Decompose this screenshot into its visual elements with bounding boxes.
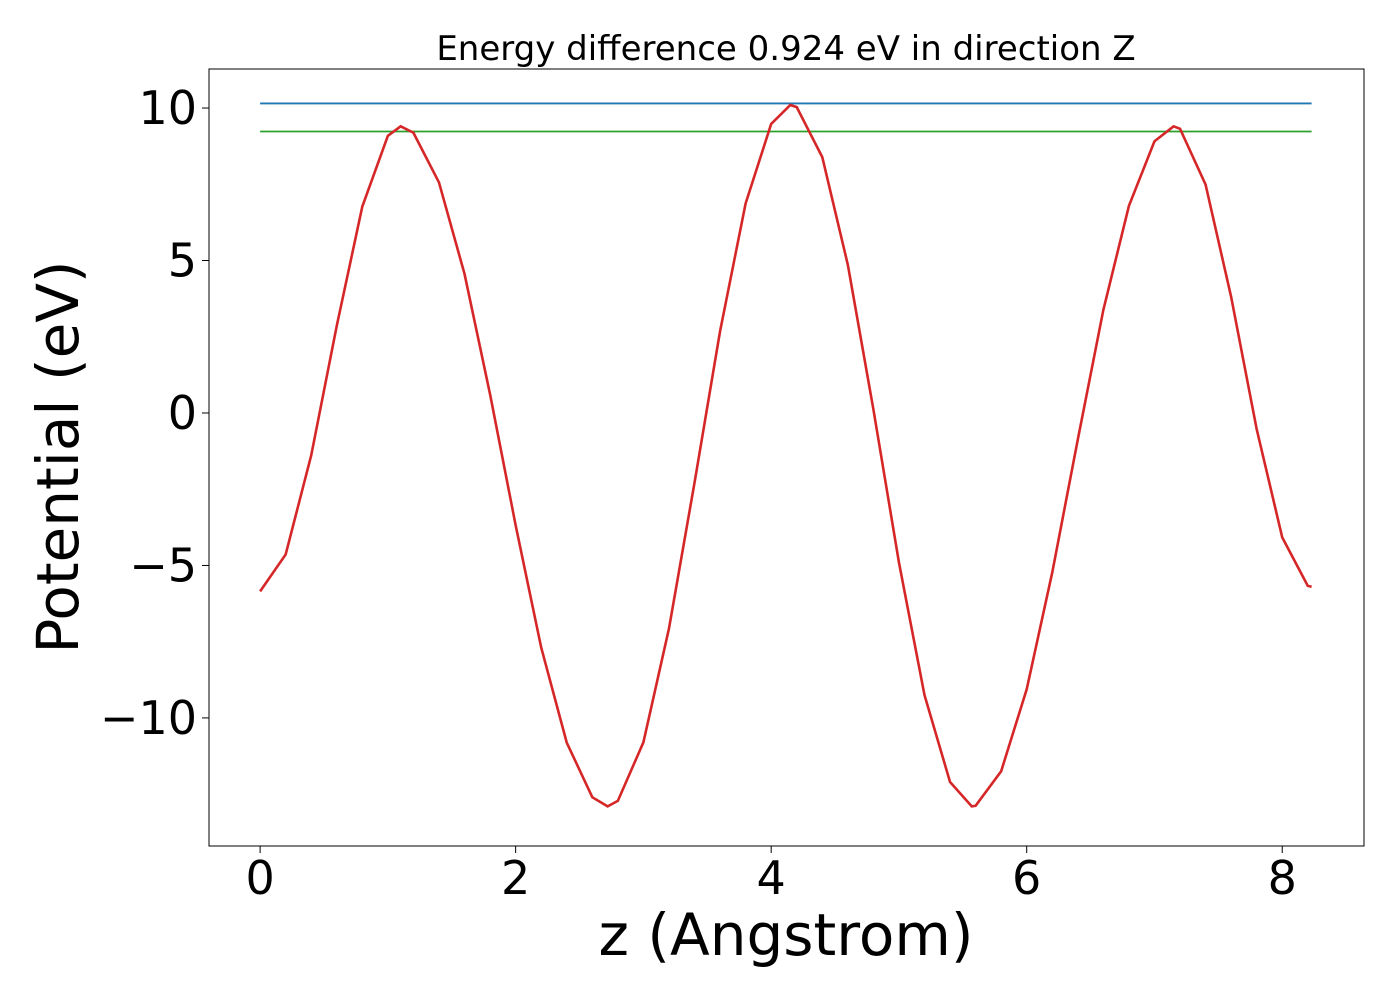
y-tick-label: 5: [168, 234, 197, 288]
y-tick-label: 0: [168, 386, 197, 440]
x-tick-label: 6: [1012, 851, 1041, 905]
x-axis-label: z (Angstrom): [599, 901, 974, 969]
x-tick-label: 4: [757, 851, 786, 905]
x-tick-label: 8: [1268, 851, 1297, 905]
x-tick-label: 0: [245, 851, 274, 905]
plot-frame: [208, 68, 1365, 847]
y-tick-label: 10: [138, 81, 197, 135]
chart-title: Energy difference 0.924 eV in direction …: [436, 29, 1135, 69]
y-axis-label: Potential (eV): [24, 260, 92, 653]
line: [259, 103, 1312, 808]
x-tick-label: 2: [501, 851, 530, 905]
y-tick-label: −10: [100, 691, 197, 745]
y-tick-label: −5: [129, 538, 197, 592]
